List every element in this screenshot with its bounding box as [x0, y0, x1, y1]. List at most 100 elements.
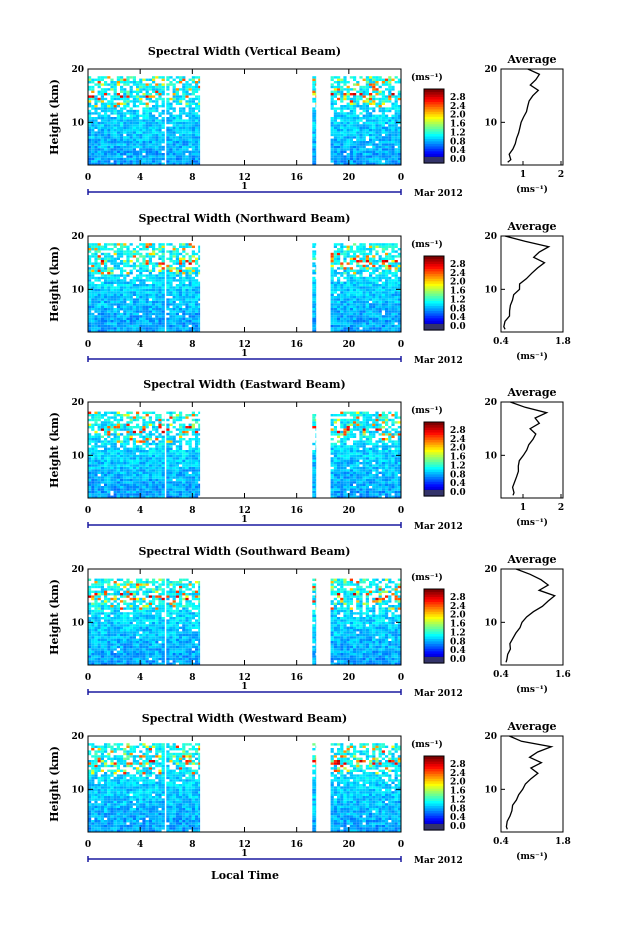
heatmap-cell [337, 114, 341, 117]
heatmap-cell [198, 298, 201, 301]
heatmap-cell [175, 312, 179, 316]
heatmap-cell [185, 148, 189, 151]
heatmap-cell [337, 157, 341, 161]
x-tick-label: 16 [290, 340, 303, 350]
heatmap-cell [142, 428, 146, 431]
heatmap-cell [139, 90, 143, 93]
heatmap-cell [145, 88, 149, 91]
heatmap-cell [148, 481, 152, 484]
heatmap-cell [110, 157, 114, 161]
heatmap-cell [132, 100, 136, 103]
heatmap-cell [172, 486, 176, 489]
x-tick-label: 8 [189, 340, 195, 350]
x-tick-label: 12 [238, 173, 251, 183]
heatmap-cell [391, 95, 395, 98]
heatmap-cell [132, 286, 136, 289]
heatmap-cell [97, 469, 101, 472]
heatmap-cell [169, 157, 173, 161]
heatmap-cell [145, 442, 149, 446]
heatmap-cell [132, 162, 136, 165]
heatmap-cell [100, 119, 104, 122]
heatmap-cell [155, 155, 159, 158]
heatmap-cell [375, 305, 379, 308]
heatmap-cell [100, 262, 104, 265]
heatmap-cell [136, 488, 140, 491]
heatmap-cell [139, 102, 143, 105]
heatmap-cell [346, 112, 350, 115]
heatmap-cell [175, 274, 179, 277]
colorbar-segment [424, 300, 444, 304]
heatmap-cell [113, 276, 117, 280]
heatmap-cell [169, 107, 173, 110]
heatmap-cell [381, 245, 385, 248]
heatmap-cell [166, 322, 170, 325]
heatmap-cell [388, 296, 392, 299]
colorbar-segment [424, 106, 444, 110]
heatmap-cell [104, 478, 108, 482]
heatmap-cell [116, 102, 120, 105]
heatmap-cell [330, 327, 334, 330]
heatmap-cell [333, 162, 337, 165]
heatmap-cell [315, 315, 317, 318]
heatmap-cell [315, 329, 317, 332]
heatmap-cell [136, 414, 140, 417]
heatmap-cell [104, 462, 108, 465]
heatmap-cell [145, 136, 149, 139]
heatmap-cell [175, 252, 179, 256]
heatmap-cell [104, 300, 108, 304]
heatmap-cell [152, 131, 156, 134]
heatmap-cell [120, 320, 124, 323]
heatmap-cell [343, 150, 347, 153]
heatmap-cell [148, 272, 152, 275]
heatmap-cell [94, 148, 98, 151]
heatmap-cell [365, 157, 369, 161]
heatmap-cell [94, 483, 98, 486]
heatmap-cell [365, 100, 369, 103]
heatmap-cell [179, 76, 183, 79]
heatmap-cell [107, 474, 111, 477]
heatmap-cell [175, 490, 179, 494]
heatmap-cell [172, 124, 176, 127]
heatmap-cell [330, 320, 334, 323]
heatmap-cell [315, 305, 317, 308]
heatmap-cell [175, 478, 179, 482]
heatmap-cell [195, 102, 199, 105]
heatmap-cell [88, 286, 92, 289]
heatmap-cell [330, 262, 334, 265]
heatmap-cell [394, 327, 398, 330]
heatmap-cell [126, 160, 130, 163]
heatmap-cell [175, 488, 179, 491]
heatmap-cell [132, 483, 136, 486]
heatmap-cell [129, 483, 133, 486]
heatmap-cell [107, 450, 111, 453]
heatmap-cell [356, 90, 360, 93]
heatmap-cell [185, 464, 189, 467]
heatmap-cell [110, 83, 114, 86]
heatmap-cell [155, 300, 159, 304]
heatmap-cell [337, 88, 341, 91]
heatmap-cell [191, 126, 195, 129]
heatmap-cell [356, 264, 360, 268]
heatmap-cell [175, 324, 179, 328]
heatmap-cell [94, 322, 98, 325]
heatmap-cell [136, 85, 140, 89]
heatmap-cell [129, 324, 133, 328]
heatmap-cell [359, 279, 363, 282]
heatmap-cell [161, 102, 165, 105]
heatmap-cell [120, 454, 124, 458]
heatmap-cell [330, 255, 334, 258]
heatmap-cell [113, 162, 117, 165]
heatmap-cell [126, 469, 130, 472]
heatmap-cell [365, 305, 369, 308]
heatmap-cell [391, 148, 395, 151]
heatmap-cell [110, 138, 114, 141]
heatmap-cell [100, 286, 104, 289]
heatmap-cell [343, 81, 347, 84]
heatmap-cell [100, 105, 104, 108]
heatmap-cell [136, 284, 140, 287]
heatmap-cell [394, 76, 398, 79]
heatmap-cell [116, 284, 120, 287]
heatmap-cell [139, 300, 143, 304]
heatmap-cell [123, 114, 127, 117]
heatmap-cell [116, 160, 120, 163]
